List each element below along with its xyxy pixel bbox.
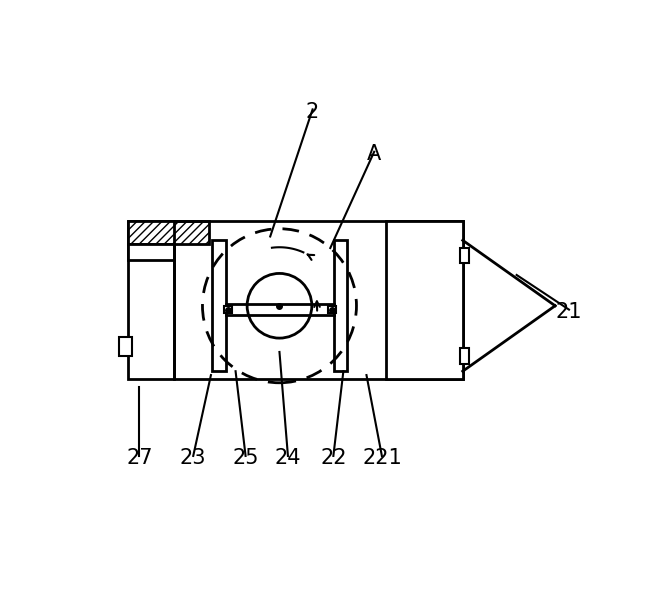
Text: 221: 221 bbox=[362, 448, 402, 468]
Text: 25: 25 bbox=[232, 448, 259, 468]
Bar bbox=[460, 248, 469, 264]
Text: 22: 22 bbox=[320, 448, 346, 468]
Bar bbox=[128, 221, 208, 244]
Text: 21: 21 bbox=[555, 302, 582, 322]
Bar bbox=[386, 221, 463, 379]
Bar bbox=[224, 306, 232, 313]
Text: 2: 2 bbox=[306, 102, 319, 122]
Text: 27: 27 bbox=[126, 448, 153, 468]
Bar bbox=[119, 336, 131, 356]
Bar bbox=[328, 306, 336, 313]
Text: A: A bbox=[367, 144, 381, 164]
Bar bbox=[334, 241, 347, 371]
Text: 23: 23 bbox=[180, 448, 206, 468]
Bar bbox=[128, 244, 174, 259]
Bar bbox=[212, 241, 226, 371]
Text: 24: 24 bbox=[275, 448, 302, 468]
Bar bbox=[128, 221, 174, 379]
Bar bbox=[460, 348, 469, 363]
Bar bbox=[174, 221, 463, 379]
